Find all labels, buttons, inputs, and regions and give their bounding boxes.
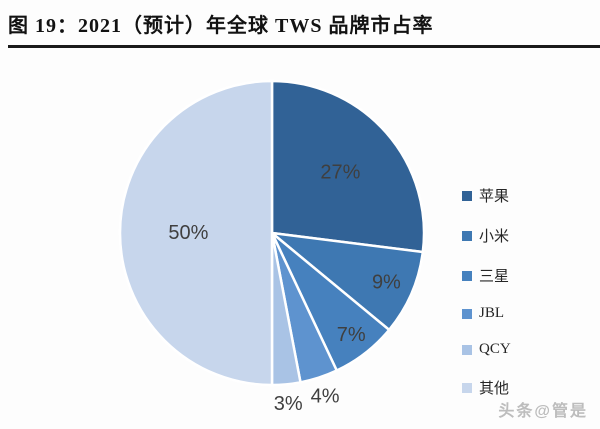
pie-slice-xiaomi [270,231,425,332]
pie-chart: 27% 9% 7% 4% 3% 50% [118,79,426,415]
legend: 苹果小米三星 JBL QCY 其他 [462,185,511,398]
figure-header: 图 19：2021（预计）年全球 TWS 品牌市占率 [0,0,600,48]
watermark: 头条@管是 [498,403,588,420]
legend-marker-qcy [462,344,472,355]
legend-item-jbl: JBL [462,305,511,322]
legend-label-jbl: JBL [479,305,505,321]
legend-label-others: 其他 [479,381,510,397]
slice-label-jbl: 4% [311,385,340,407]
slice-label-others: 50% [168,222,208,244]
legend-marker-xiaomi [462,230,472,241]
pie-slice-apple [270,79,426,254]
legend-marker-samsung [462,270,472,281]
legend-label-qcy: QCY [479,341,511,357]
legend-marker-jbl [462,308,472,319]
legend-item-apple: 苹果 [462,185,511,206]
legend-label-xiaomi: 小米 [479,229,510,245]
slice-label-samsung: 7% [337,324,366,346]
legend-item-xiaomi: 小米 [462,225,511,246]
legend-marker-others [462,382,472,393]
pie-slice-others [118,79,274,387]
figure-title: 图 19：2021（预计）年全球 TWS 品牌市占率 [8,15,434,37]
legend-item-samsung: 三星 [462,265,511,286]
legend-item-others: 其他 [462,377,511,398]
legend-label-apple: 苹果 [479,189,510,205]
legend-item-qcy: QCY [462,341,511,358]
title-rule [8,45,600,48]
legend-marker-apple [462,190,472,201]
chart-area: 27% 9% 7% 4% 3% 50% 苹果小米三星 JBL QCY 其他 头条@管是 [0,48,600,427]
legend-label-samsung: 三星 [479,269,510,285]
slice-label-apple: 27% [320,162,360,184]
slice-label-xiaomi: 9% [372,272,401,294]
slice-label-qcy: 3% [274,393,303,415]
